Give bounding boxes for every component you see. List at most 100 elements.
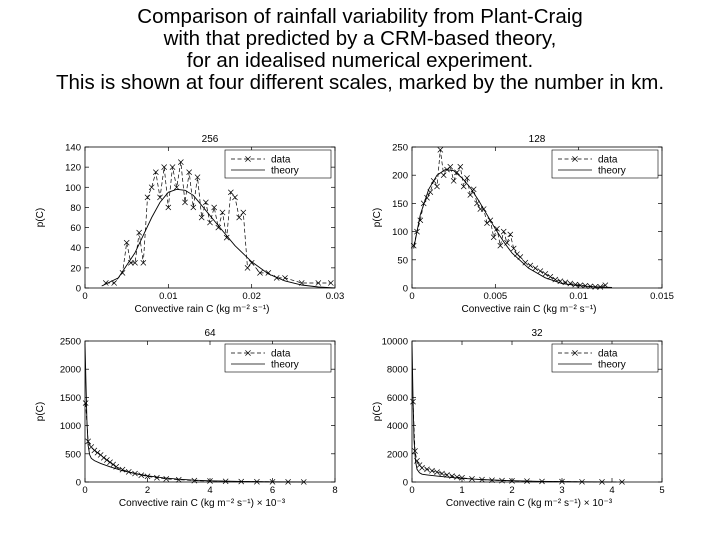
data-point-x-marker (434, 183, 440, 190)
y-tick-label: 120 (65, 163, 81, 174)
legend-label-theory: theory (598, 360, 626, 371)
legend-box (551, 149, 659, 179)
y-tick-label: 140 (65, 143, 81, 154)
data-point-x-marker (450, 177, 457, 184)
data-point-x-marker (490, 234, 497, 241)
x-axis-label: Convective rain C (kg m⁻² s⁻¹) (461, 304, 596, 315)
x-tick-label: 0 (409, 291, 414, 302)
data-point-x-marker (429, 467, 435, 474)
data-point-x-marker (557, 278, 564, 285)
data-point-x-marker (527, 262, 534, 269)
y-tick-label: 2000 (387, 449, 408, 460)
chart-title: 64 (204, 328, 216, 339)
data-point-x-marker (136, 229, 143, 236)
data-point-x-marker (248, 259, 255, 266)
y-tick-label: 1000 (60, 421, 81, 432)
data-point-x-marker (144, 194, 151, 201)
y-tick-label: 1500 (60, 393, 81, 404)
data-point-x-marker (467, 192, 474, 198)
data-point-x-marker (165, 204, 172, 211)
data-point-x-marker (500, 228, 507, 235)
slide-title: Comparison of rainfall variability from … (0, 6, 720, 94)
data-point-x-marker (494, 225, 500, 232)
chart-1: 256 0 0.01 0.02 0.03 0 20 40 60 80 100 120 140 Convec… (35, 134, 344, 315)
data-point-x-marker (94, 449, 101, 456)
data-point-x-marker (532, 265, 539, 272)
data-point-x-marker (107, 459, 113, 466)
y-tick-label: 2500 (60, 337, 81, 348)
chart-4: 32 0 1 2 3 4 5 0 2000 4000 6000 8000 10000 Convective… (372, 328, 665, 509)
legend-box (551, 343, 659, 373)
legend-marker-x (245, 350, 251, 356)
data-point-x-marker (459, 474, 465, 481)
data-point-x-marker (619, 479, 625, 485)
y-tick-label: 0 (403, 284, 408, 295)
data-point-x-marker (232, 194, 238, 201)
data-point-x-marker (123, 239, 130, 246)
data-point-x-marker (198, 214, 205, 221)
data-point-x-marker (104, 457, 110, 463)
x-tick-label: 0.03 (326, 291, 345, 302)
y-tick-label: 8000 (387, 365, 408, 376)
data-point-x-marker (572, 281, 579, 288)
data-point-x-marker (537, 268, 544, 274)
legend-label-theory: theory (598, 166, 626, 177)
data-point-x-marker (163, 476, 170, 482)
data-point-x-marker (132, 259, 138, 266)
data-point-x-marker (100, 454, 107, 461)
data-point-x-marker (424, 466, 430, 473)
legend-label-data: data (271, 349, 291, 360)
y-tick-label: 2000 (60, 365, 81, 376)
data-point-x-marker (484, 220, 490, 226)
title-line-3: for an idealised numerical experiment. (186, 49, 534, 72)
y-tick-label: 80 (70, 203, 81, 214)
data-point-x-marker (140, 259, 147, 266)
y-tick-label: 100 (65, 183, 81, 194)
data-point-x-marker (91, 447, 98, 454)
data-point-x-marker (152, 169, 159, 176)
data-point-x-marker (460, 183, 467, 190)
data-point-x-marker (148, 184, 155, 191)
data-point-x-marker (240, 209, 247, 216)
x-axis-label: Convective rain C (kg m⁻² s⁻¹) (134, 304, 269, 315)
data-point-x-marker (227, 189, 234, 196)
data-point-x-marker (510, 245, 517, 252)
data-point-x-marker (173, 184, 180, 191)
data-point-x-marker (110, 461, 116, 468)
data-point-x-marker (434, 469, 440, 475)
data-point-x-marker (215, 224, 222, 231)
y-tick-label: 6000 (387, 393, 408, 404)
data-point-x-marker (161, 164, 168, 170)
data-point-x-marker (507, 231, 514, 238)
data-point-x-marker (447, 163, 454, 170)
title-line-2: with that predicted by a CRM-based theor… (163, 27, 557, 50)
data-point-x-marker (542, 271, 549, 277)
chart-3: 64 0 2 4 6 8 0 500 1000 1500 2000 2500 Convective ra… (35, 328, 338, 509)
data-point-x-marker (454, 169, 460, 176)
series-data-line (105, 162, 331, 284)
y-tick-label: 250 (392, 143, 408, 154)
series-theory-line (411, 342, 613, 483)
y-tick-label: 0 (403, 478, 408, 489)
x-tick-label: 3 (559, 485, 564, 496)
data-point-x-marker (82, 400, 89, 406)
data-point-x-marker (194, 174, 201, 181)
data-point-x-marker (182, 199, 188, 206)
data-point-x-marker (144, 473, 151, 480)
x-tick-label: 8 (332, 485, 337, 496)
y-tick-label: 0 (76, 284, 81, 295)
x-tick-label: 0.015 (650, 291, 674, 302)
data-point-x-marker (157, 194, 163, 201)
series-theory-line (84, 343, 304, 483)
data-point-x-marker (497, 242, 504, 249)
data-point-x-marker (211, 204, 218, 211)
y-axis-label: p(C) (35, 402, 46, 421)
data-point-x-marker (138, 472, 145, 479)
y-tick-label: 50 (397, 255, 408, 266)
x-tick-label: 0.02 (242, 291, 261, 302)
x-tick-label: 0 (409, 485, 414, 496)
